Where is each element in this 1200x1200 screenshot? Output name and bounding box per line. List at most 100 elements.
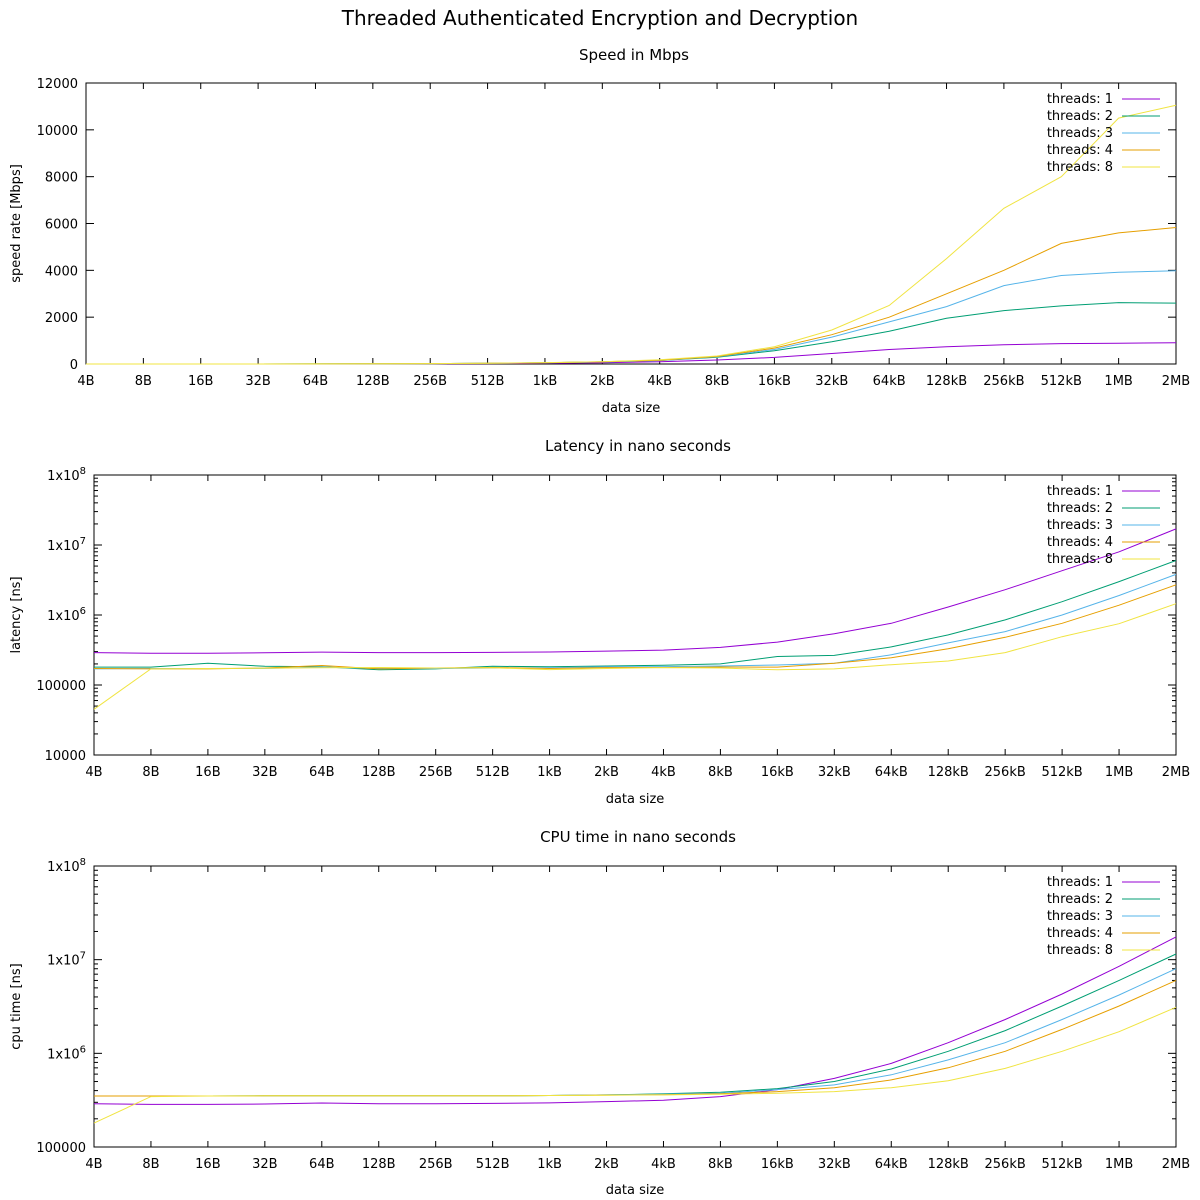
x-tick-label: 128B bbox=[362, 1157, 396, 1172]
chart-3: CPU time in nano seconds data size cpu tim… bbox=[9, 828, 1190, 1198]
x-tick-label: 16B bbox=[195, 765, 220, 780]
y-tick-label: 12000 bbox=[37, 77, 78, 92]
x-tick-label: 2MB bbox=[1162, 1157, 1190, 1172]
x-axis-label: data size bbox=[606, 1183, 665, 1198]
x-axis-label: data size bbox=[602, 401, 661, 416]
legend-label: threads: 4 bbox=[1047, 143, 1113, 158]
series-line-threads-3 bbox=[86, 270, 1177, 365]
x-tick-label: 32kB bbox=[818, 765, 851, 780]
main-title: Threaded Authenticated Encryption and De… bbox=[341, 6, 859, 30]
y-tick-label: 6000 bbox=[45, 218, 78, 233]
legend-label: threads: 4 bbox=[1047, 926, 1113, 941]
y-tick-label: 1x107 bbox=[47, 536, 86, 554]
series-line-threads-1 bbox=[93, 528, 1177, 654]
x-tick-label: 512B bbox=[476, 1157, 510, 1172]
chart-title: Latency in nano seconds bbox=[545, 437, 731, 455]
x-tick-label: 512kB bbox=[1041, 374, 1082, 389]
x-tick-label: 16B bbox=[195, 1157, 220, 1172]
x-tick-label: 64kB bbox=[873, 374, 906, 389]
x-tick-label: 8kB bbox=[708, 1157, 733, 1172]
x-tick-label: 4B bbox=[77, 374, 94, 389]
plot-frame bbox=[93, 865, 1177, 1148]
series-line-threads-3 bbox=[94, 968, 1177, 1097]
x-tick-label: 32B bbox=[245, 374, 270, 389]
legend-label: threads: 4 bbox=[1047, 535, 1113, 550]
x-tick-label: 4B bbox=[85, 1157, 102, 1172]
x-tick-label: 512kB bbox=[1041, 1157, 1082, 1172]
x-tick-label: 2kB bbox=[594, 1157, 619, 1172]
legend-label: threads: 2 bbox=[1047, 501, 1113, 516]
y-tick-label: 10000 bbox=[45, 749, 86, 764]
plot-frame bbox=[93, 474, 1177, 756]
x-tick-label: 16kB bbox=[761, 1157, 794, 1172]
series-line-threads-2 bbox=[94, 560, 1177, 671]
series-line-threads-8 bbox=[93, 1006, 1177, 1124]
x-tick-label: 32B bbox=[252, 765, 277, 780]
series-line-threads-8 bbox=[93, 603, 1177, 710]
chart-title: CPU time in nano seconds bbox=[540, 828, 736, 846]
x-tick-label: 1kB bbox=[533, 374, 558, 389]
x-tick-label: 2MB bbox=[1162, 765, 1190, 780]
legend-label: threads: 8 bbox=[1047, 552, 1113, 567]
x-tick-label: 128B bbox=[356, 374, 390, 389]
legend-label: threads: 8 bbox=[1047, 160, 1113, 175]
chart-title: Speed in Mbps bbox=[579, 46, 689, 64]
y-tick-label: 2000 bbox=[45, 311, 78, 326]
x-tick-label: 8kB bbox=[705, 374, 730, 389]
x-tick-label: 512kB bbox=[1041, 765, 1082, 780]
x-tick-label: 256B bbox=[419, 765, 453, 780]
series-line-threads-2 bbox=[94, 953, 1177, 1097]
x-tick-label: 64kB bbox=[875, 1157, 908, 1172]
x-tick-label: 512B bbox=[476, 765, 510, 780]
x-tick-label: 128kB bbox=[928, 1157, 969, 1172]
y-tick-label: 1x107 bbox=[47, 951, 86, 969]
x-tick-label: 16kB bbox=[758, 374, 791, 389]
y-tick-label: 4000 bbox=[45, 264, 78, 279]
y-tick-label: 0 bbox=[70, 358, 78, 373]
x-tick-label: 1kB bbox=[537, 765, 562, 780]
y-tick-label: 10000 bbox=[37, 124, 78, 139]
legend-label: threads: 3 bbox=[1047, 518, 1113, 533]
series-line-threads-8 bbox=[86, 104, 1177, 365]
y-tick-label: 100000 bbox=[36, 679, 86, 694]
chart-2: Latency in nano seconds data size latency … bbox=[9, 437, 1190, 807]
x-tick-label: 64B bbox=[303, 374, 328, 389]
x-tick-label: 1MB bbox=[1105, 1157, 1133, 1172]
x-tick-label: 128B bbox=[362, 765, 396, 780]
x-tick-label: 256kB bbox=[985, 1157, 1026, 1172]
x-tick-label: 256B bbox=[419, 1157, 453, 1172]
x-tick-label: 128kB bbox=[928, 765, 969, 780]
y-axis-label: speed rate [Mbps] bbox=[9, 164, 24, 283]
series-line-threads-4 bbox=[94, 979, 1177, 1097]
series-line-threads-1 bbox=[93, 936, 1177, 1105]
y-tick-label: 1x108 bbox=[47, 857, 86, 875]
x-tick-label: 128kB bbox=[926, 374, 967, 389]
x-tick-label: 2kB bbox=[594, 765, 619, 780]
legend-label: threads: 1 bbox=[1047, 484, 1113, 499]
y-tick-label: 8000 bbox=[45, 171, 78, 186]
x-tick-label: 32kB bbox=[815, 374, 848, 389]
y-tick-label: 100000 bbox=[36, 1141, 86, 1156]
series-line-threads-3 bbox=[93, 573, 1177, 670]
x-tick-label: 2MB bbox=[1162, 374, 1190, 389]
x-tick-label: 64kB bbox=[875, 765, 908, 780]
x-tick-label: 16B bbox=[188, 374, 213, 389]
x-tick-label: 256B bbox=[413, 374, 447, 389]
legend-label: threads: 1 bbox=[1047, 92, 1113, 107]
x-tick-label: 16kB bbox=[761, 765, 794, 780]
x-tick-label: 4kB bbox=[651, 1157, 676, 1172]
x-tick-label: 8B bbox=[135, 374, 152, 389]
y-axis-label: cpu time [ns] bbox=[9, 963, 24, 1049]
series-line-threads-4 bbox=[86, 227, 1177, 365]
series-line-threads-2 bbox=[86, 302, 1177, 365]
legend-label: threads: 3 bbox=[1047, 909, 1113, 924]
legend-label: threads: 2 bbox=[1047, 892, 1113, 907]
y-tick-label: 1x108 bbox=[47, 466, 86, 484]
y-tick-label: 1x106 bbox=[47, 1044, 86, 1062]
x-tick-label: 8kB bbox=[708, 765, 733, 780]
x-tick-label: 2kB bbox=[590, 374, 615, 389]
x-tick-label: 512B bbox=[471, 374, 505, 389]
x-tick-label: 4B bbox=[85, 765, 102, 780]
x-tick-label: 32B bbox=[252, 1157, 277, 1172]
